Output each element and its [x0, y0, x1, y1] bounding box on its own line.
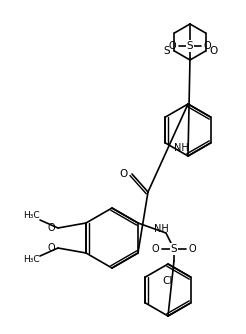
Text: Cl: Cl — [163, 276, 173, 286]
Text: O: O — [151, 244, 159, 254]
Text: H₃C: H₃C — [23, 256, 40, 265]
Text: H₃C: H₃C — [23, 211, 40, 220]
Text: S: S — [187, 41, 193, 51]
Text: O: O — [204, 41, 212, 51]
Text: O: O — [47, 243, 55, 253]
Text: O: O — [47, 223, 55, 233]
Text: O: O — [168, 41, 176, 51]
Text: O: O — [120, 169, 128, 179]
Text: NH: NH — [154, 224, 169, 234]
Text: NH: NH — [174, 143, 189, 153]
Text: O: O — [189, 244, 197, 254]
Text: S: S — [164, 46, 170, 56]
Text: O: O — [210, 46, 218, 56]
Text: S: S — [171, 244, 177, 254]
